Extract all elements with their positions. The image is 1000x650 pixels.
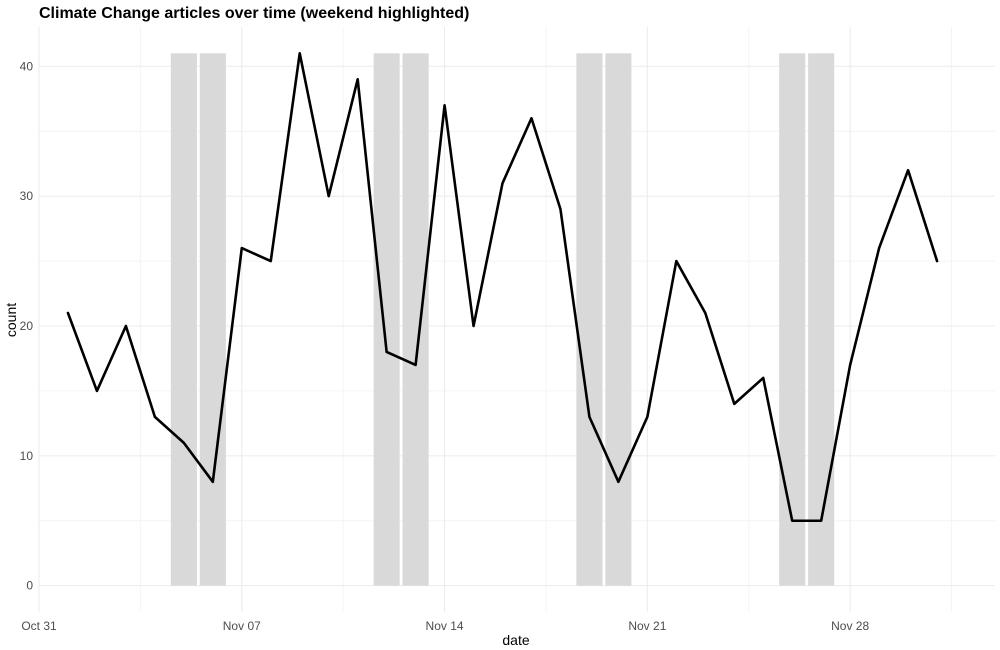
weekend-bar [779,53,806,586]
weekend-bar [605,53,632,586]
weekend-highlights [170,53,835,586]
x-tick-label: Oct 31 [21,619,57,633]
weekend-bar [373,53,400,586]
y-tick-labels: 0 10 20 30 40 [20,59,34,592]
x-tick-labels: Oct 31 Nov 07 Nov 14 Nov 21 Nov 28 [21,619,869,633]
weekend-bar [808,53,835,586]
y-axis-title: count [3,303,19,337]
series-lines [66,52,939,523]
x-axis-title: date [502,632,529,648]
weekend-bar [199,53,226,586]
y-tick-label: 40 [20,59,34,73]
x-tick-label: Nov 14 [426,619,464,633]
weekend-bar [576,53,603,586]
y-tick-label: 20 [20,319,34,333]
y-tick-label: 30 [20,189,34,203]
x-tick-label: Nov 07 [223,619,261,633]
weekend-bar [170,53,197,586]
x-tick-label: Nov 21 [628,619,666,633]
x-tick-label: Nov 28 [831,619,869,633]
chart-title: Climate Change articles over time (weeke… [39,5,469,22]
y-tick-label: 10 [20,449,34,463]
weekend-bar [402,53,429,586]
series-line [66,52,939,523]
y-tick-label: 0 [26,579,33,593]
grid [38,27,995,612]
